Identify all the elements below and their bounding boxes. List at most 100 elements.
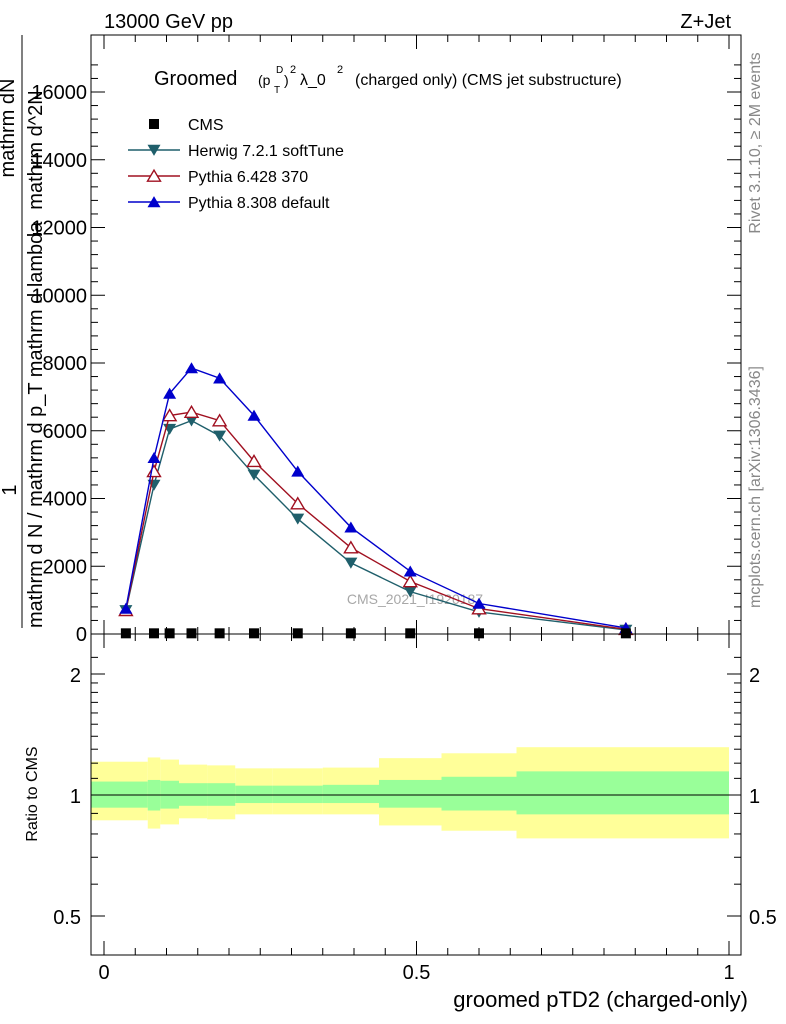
stat-uncertainty-band <box>441 776 517 811</box>
data-point <box>213 430 227 442</box>
data-point <box>247 469 261 481</box>
x-axis-label: groomed pTD2 (charged-only) <box>453 987 748 1012</box>
ratio-y-tick-label: 1 <box>70 786 81 808</box>
legend-marker <box>146 168 162 182</box>
legend-label: CMS <box>188 117 224 134</box>
legend-entry: Pythia 8.308 default <box>128 195 330 212</box>
data-point <box>185 362 198 374</box>
data-point <box>149 628 159 639</box>
main-y-axis-label: 1 mathrm dN mathrm d^2N mathrm d N / mat… <box>0 35 47 628</box>
svg-text:D: D <box>276 65 283 76</box>
ratio-y-tick-label-right: 1 <box>749 786 760 808</box>
legend: CMS Herwig 7.2.1 softTune Pythia 6.428 370… <box>128 117 344 212</box>
svg-text:(p: (p <box>258 72 271 88</box>
svg-text:mathrm dN: mathrm dN <box>0 79 19 178</box>
main-y-tick-label: 12000 <box>31 218 87 240</box>
legend-entry: CMS <box>149 117 224 134</box>
data-point <box>474 628 484 639</box>
data-point <box>344 557 358 569</box>
data-point <box>402 574 418 588</box>
mcplots-label: mcplots.cern.ch [arXiv:1306.3436] <box>747 366 764 608</box>
stat-uncertainty-band <box>379 779 442 808</box>
x-tick-label: 0.5 <box>403 962 431 984</box>
svg-text:1: 1 <box>0 484 21 495</box>
x-tick-label: 1 <box>723 962 734 984</box>
data-point <box>291 465 305 477</box>
data-point <box>472 597 486 609</box>
data-point <box>186 628 197 639</box>
series-line <box>125 367 626 629</box>
main-y-tick-label: 0 <box>76 624 87 646</box>
main-y-tick-label: 8000 <box>43 353 88 375</box>
data-point <box>120 628 131 639</box>
data-point <box>403 565 417 577</box>
series-cms <box>120 628 631 639</box>
legend-marker <box>147 144 161 156</box>
ratio-y-axis-label: Ratio to CMS <box>24 746 41 841</box>
x-tick-label: 0 <box>98 962 109 984</box>
plot-title: Groomed (p D T ) 2 λ_0 2 (charged only) … <box>154 64 622 96</box>
data-point <box>344 521 358 533</box>
data-point <box>292 628 303 639</box>
series-pythia-8-308-default <box>119 362 633 634</box>
legend-label: Pythia 6.428 370 <box>188 169 308 186</box>
main-y-tick-label: 6000 <box>43 421 88 443</box>
data-point <box>620 628 631 639</box>
data-point <box>214 628 225 639</box>
data-point <box>161 408 178 422</box>
series-herwig-7-2-1-softtune <box>119 415 633 636</box>
stat-uncertainty-band <box>322 784 379 804</box>
data-point <box>147 479 161 491</box>
data-point <box>164 628 175 639</box>
stat-uncertainty-band <box>179 783 208 806</box>
ratio-axis-ticks <box>91 634 741 955</box>
svg-text:(charged only) (CMS jet substr: (charged only) (CMS jet substructure) <box>355 72 622 89</box>
data-point <box>290 496 306 510</box>
svg-text:2: 2 <box>290 64 296 76</box>
data-point <box>246 454 262 468</box>
data-point <box>249 628 259 639</box>
svg-text:λ_0: λ_0 <box>300 72 326 89</box>
main-y-tick-label: 4000 <box>43 489 88 511</box>
svg-text:Groomed: Groomed <box>154 68 237 90</box>
process-label: Z+Jet <box>680 11 731 33</box>
stat-uncertainty-band <box>516 771 729 815</box>
data-point <box>163 387 177 399</box>
svg-text:2: 2 <box>337 64 343 76</box>
stat-uncertainty-band <box>235 785 273 804</box>
series-pythia-6-428-370 <box>118 404 634 636</box>
rivet-label: Rivet 3.1.10, ≥ 2M events <box>747 52 764 233</box>
data-point <box>185 415 198 427</box>
svg-text:T: T <box>274 85 280 96</box>
data-point <box>343 540 359 554</box>
data-point <box>213 372 227 384</box>
legend-entry: Herwig 7.2.1 softTune <box>128 143 344 160</box>
data-point <box>247 409 261 421</box>
ratio-bands <box>91 747 729 839</box>
ratio-y-tick-label-right: 2 <box>749 665 760 687</box>
main-axis-ticks <box>91 35 741 635</box>
main-y-tick-labels: 0 2000 4000 6000 8000 10000 12000 14000 16000 <box>31 82 87 646</box>
stat-uncertainty-band <box>207 783 236 806</box>
main-y-tick-label: 2000 <box>43 556 88 578</box>
ratio-y-tick-label: 2 <box>70 665 81 687</box>
data-point <box>147 452 161 464</box>
data-point <box>119 602 133 614</box>
data-point <box>345 628 356 639</box>
stat-uncertainty-band <box>272 785 323 804</box>
data-point <box>183 404 200 419</box>
energy-label: 13000 GeV pp <box>104 11 233 33</box>
main-y-tick-label: 14000 <box>31 150 87 172</box>
ratio-tick-labels: 0.5 0.5 1 1 2 2 <box>53 665 777 929</box>
main-y-tick-label: 10000 <box>31 285 87 307</box>
svg-text:mathrm d^2N: mathrm d^2N <box>25 90 47 209</box>
legend-marker <box>149 119 159 129</box>
main-y-tick-label: 16000 <box>31 82 87 104</box>
legend-label: Pythia 8.308 default <box>188 195 330 212</box>
x-tick-labels: 0 0.5 1 <box>98 962 734 984</box>
ratio-y-tick-label: 0.5 <box>53 907 81 929</box>
data-point <box>291 513 305 525</box>
ratio-y-tick-label-right: 0.5 <box>749 907 777 929</box>
data-point <box>211 413 228 427</box>
